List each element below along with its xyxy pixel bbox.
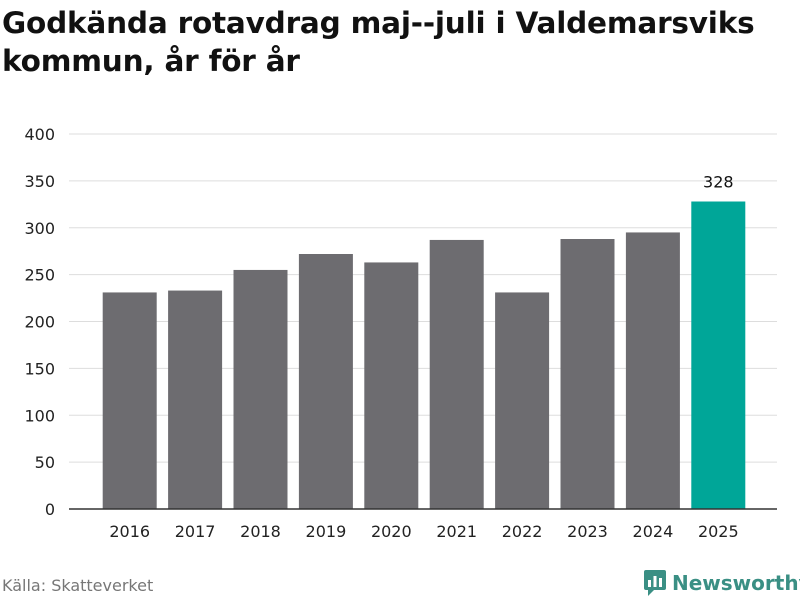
x-tick-label: 2017 (175, 522, 216, 541)
x-tick-label: 2024 (633, 522, 674, 541)
data-label: 328 (703, 173, 734, 192)
bar-2019 (298, 254, 353, 509)
chart-title: Godkända rotavdrag maj--juli i Valdemars… (2, 6, 755, 78)
y-tick-label: 350 (24, 172, 55, 191)
y-tick-label: 100 (24, 406, 55, 425)
newsworthy-logo-icon (644, 570, 666, 596)
brand-name: Newsworthy (672, 571, 800, 595)
y-tick-label: 0 (45, 500, 55, 519)
x-tick-label: 2016 (109, 522, 150, 541)
bar-2017 (168, 290, 223, 509)
y-tick-label: 200 (24, 313, 55, 332)
x-tick-label: 2025 (698, 522, 739, 541)
data-labels: 328 (703, 173, 734, 192)
x-tick-label: 2021 (436, 522, 477, 541)
brand-logo: Newsworthy (644, 570, 800, 596)
x-tick-label: 2020 (371, 522, 412, 541)
y-tick-label: 400 (24, 125, 55, 144)
bar-2025 (691, 201, 746, 509)
bar-2016 (102, 292, 157, 509)
y-tick-label: 150 (24, 359, 55, 378)
x-axis-ticks: 2016 2017 2018 2019 2020 2021 2022 2023 2024 2025 (109, 522, 738, 541)
y-tick-label: 250 (24, 266, 55, 285)
x-tick-label: 2023 (567, 522, 608, 541)
bar-2023 (560, 239, 615, 509)
y-tick-label: 50 (35, 453, 55, 472)
bar-2018 (233, 269, 288, 509)
x-tick-label: 2022 (502, 522, 543, 541)
bar-2024 (625, 232, 680, 509)
x-tick-label: 2019 (306, 522, 347, 541)
y-axis-ticks: 0 50 100 150 200 250 300 350 400 (24, 125, 55, 519)
bar-2021 (429, 239, 484, 509)
source-note: Källa: Skatteverket (2, 576, 154, 595)
x-tick-label: 2018 (240, 522, 281, 541)
bar-2022 (495, 292, 550, 509)
y-tick-label: 300 (24, 219, 55, 238)
bars (102, 201, 746, 509)
bar-2020 (364, 262, 419, 509)
